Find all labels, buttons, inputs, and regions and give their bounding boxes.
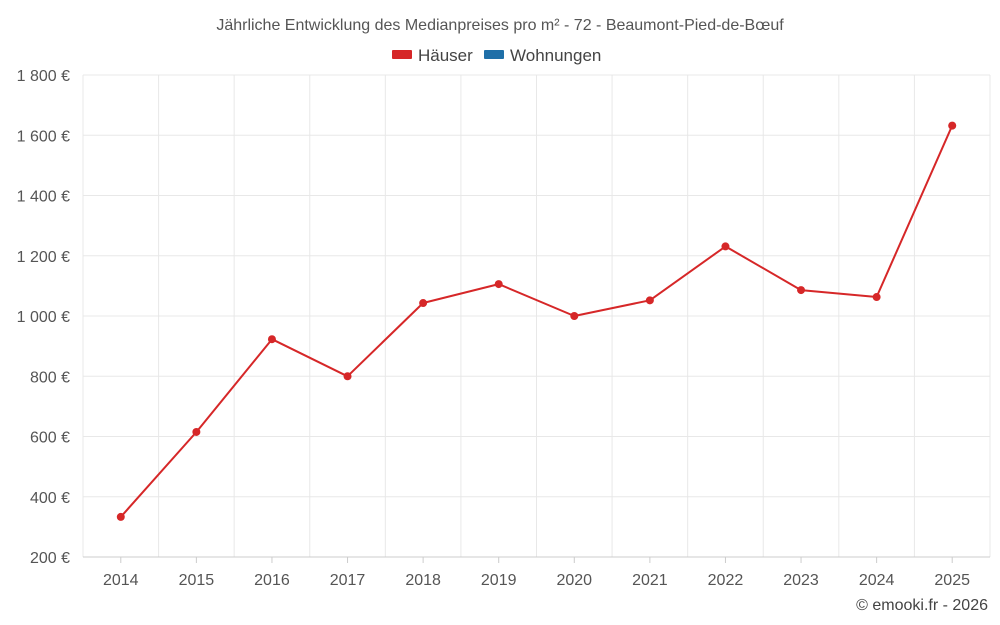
chart-title: Jährliche Entwicklung des Medianpreises … <box>216 17 784 34</box>
data-point[interactable] <box>267 335 276 344</box>
grid <box>82 74 991 557</box>
x-tick-label: 2025 <box>934 572 970 589</box>
x-tick-label: 2023 <box>783 572 819 589</box>
y-tick-label: 800 € <box>30 369 70 386</box>
data-point[interactable] <box>797 286 806 295</box>
data-point[interactable] <box>872 293 881 302</box>
legend-item-haeuser[interactable]: Häuser <box>392 46 473 65</box>
series-haeuser <box>116 121 957 521</box>
x-tick-label: 2020 <box>556 572 592 589</box>
x-tick-label: 2018 <box>405 572 441 589</box>
x-tick-label: 2021 <box>632 572 668 589</box>
y-tick-label: 1 400 € <box>17 189 70 206</box>
legend-label-haeuser: Häuser <box>418 46 473 65</box>
legend-swatch-wohnungen <box>484 50 504 59</box>
data-point[interactable] <box>645 296 654 305</box>
y-tick-label: 200 € <box>30 550 70 567</box>
credit-text: © emooki.fr - 2026 <box>856 597 988 614</box>
legend-item-wohnungen[interactable]: Wohnungen <box>484 46 601 65</box>
legend-label-wohnungen: Wohnungen <box>510 46 601 65</box>
data-point[interactable] <box>570 312 579 320</box>
data-point[interactable] <box>116 512 125 521</box>
x-tick-label: 2016 <box>254 572 290 589</box>
x-tick-label: 2017 <box>330 572 366 589</box>
axes <box>83 556 990 563</box>
x-tick-label: 2022 <box>708 572 744 589</box>
y-axis-tick-labels: 200 € 400 € 600 € 800 € 1 000 € 1 200 € 1 400 … <box>17 68 70 567</box>
data-point[interactable] <box>494 280 503 289</box>
x-tick-label: 2019 <box>481 572 517 589</box>
legend: Häuser Wohnungen <box>392 46 601 65</box>
x-tick-label: 2014 <box>103 572 139 589</box>
x-tick-label: 2024 <box>859 572 895 589</box>
y-tick-label: 1 600 € <box>17 128 70 145</box>
legend-swatch-haeuser <box>392 50 412 59</box>
x-axis-tick-labels: 2014 2015 2016 2017 2018 2019 2020 2021 2022 2023… <box>103 572 970 589</box>
y-tick-label: 600 € <box>30 430 70 447</box>
data-point[interactable] <box>343 372 352 381</box>
data-point[interactable] <box>948 121 957 130</box>
data-point[interactable] <box>721 242 730 251</box>
y-tick-label: 1 800 € <box>17 68 70 85</box>
data-point[interactable] <box>419 299 428 308</box>
y-tick-label: 1 000 € <box>17 309 70 326</box>
y-tick-label: 1 200 € <box>17 249 70 266</box>
series-line-0 <box>120 125 954 518</box>
data-point[interactable] <box>192 427 201 436</box>
x-tick-label: 2015 <box>179 572 215 589</box>
y-tick-label: 400 € <box>30 490 70 507</box>
